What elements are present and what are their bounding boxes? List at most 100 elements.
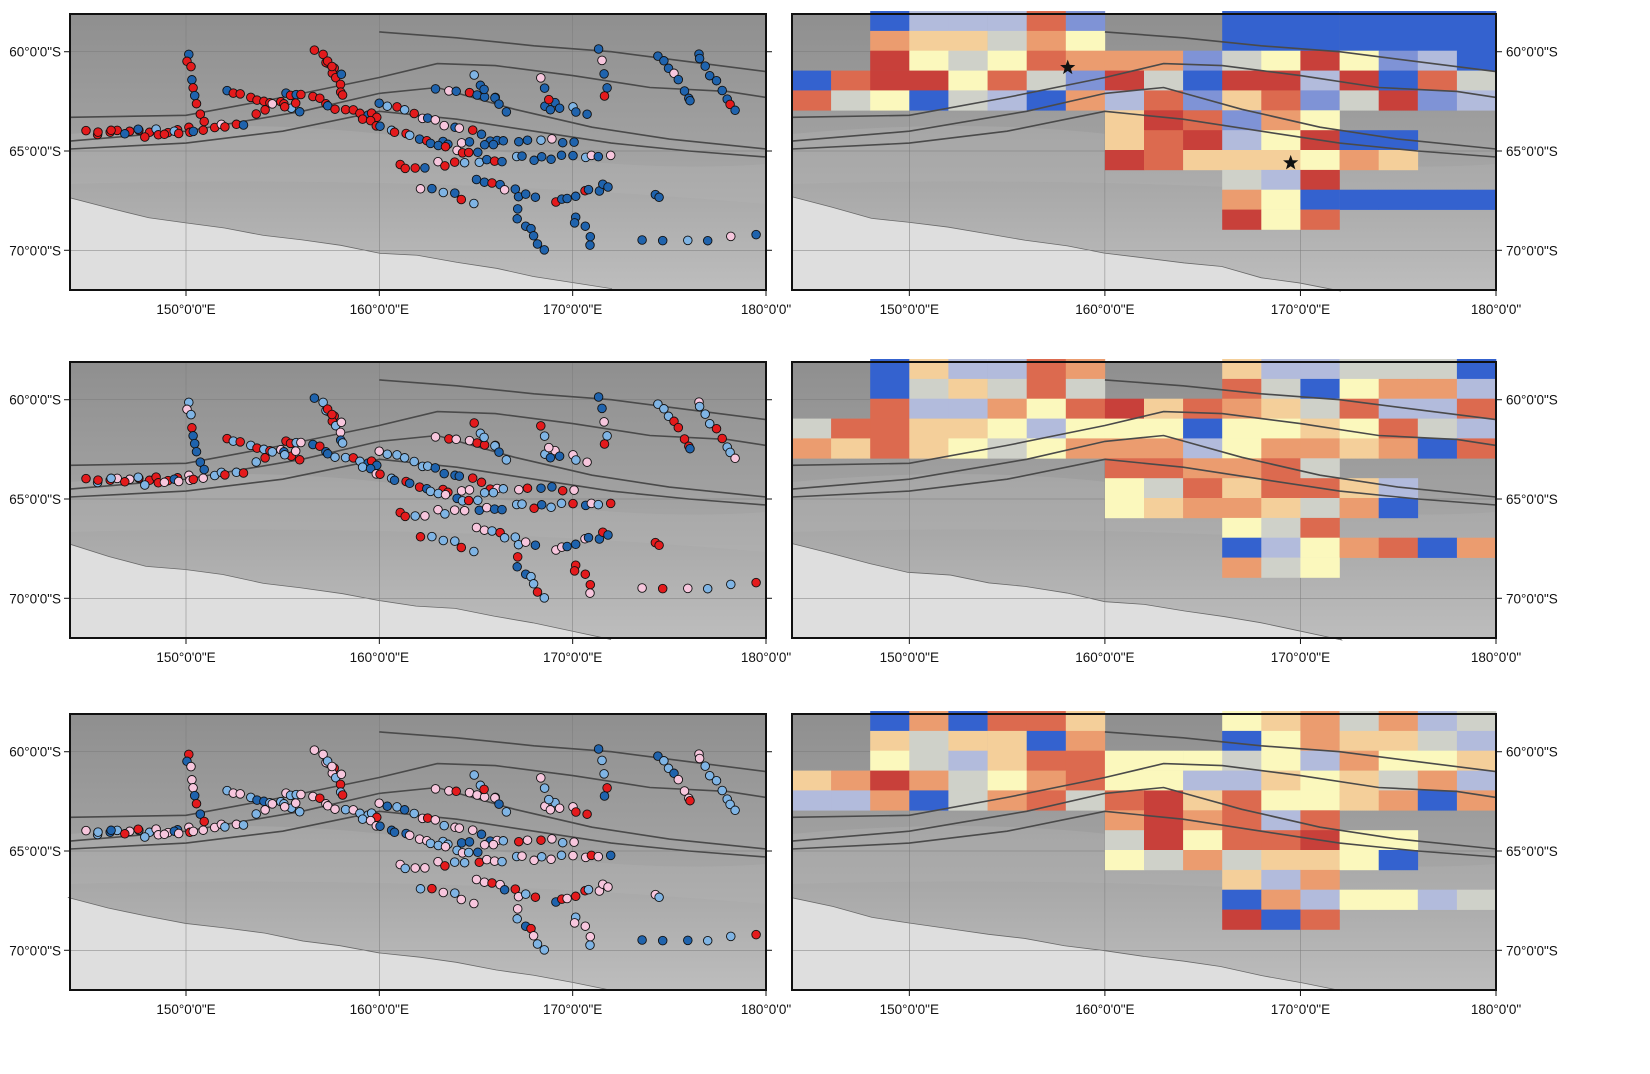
survey-point: [337, 90, 348, 100]
survey-point: [188, 126, 199, 137]
survey-point: [532, 939, 543, 949]
survey-point: [191, 446, 202, 457]
grid-cell: [1026, 711, 1067, 732]
grid-cell: [1183, 790, 1223, 811]
grid-cell: [1104, 750, 1145, 771]
lon-tick-label: 150°0'0"E: [880, 302, 939, 317]
grid-cell: [1417, 398, 1458, 419]
survey-point: [605, 498, 616, 509]
row-3-points-points: [81, 744, 761, 955]
grid-cell: [1144, 70, 1184, 91]
survey-point: [439, 468, 449, 479]
grid-cell: [1339, 889, 1379, 910]
grid-cell: [870, 438, 910, 459]
survey-point: [415, 532, 426, 542]
grid-cell: [909, 750, 949, 771]
survey-point: [599, 91, 610, 101]
grid-cell: [1026, 730, 1067, 752]
grid-cell: [1300, 359, 1340, 380]
grid-cell: [792, 438, 832, 459]
grid-cell: [1183, 750, 1223, 771]
survey-point: [517, 499, 527, 509]
survey-point: [464, 137, 475, 147]
survey-point: [568, 498, 578, 509]
survey-point: [400, 863, 410, 874]
survey-point: [427, 183, 437, 194]
grid-cell: [1222, 557, 1262, 578]
lon-tick-label: 150°0'0"E: [156, 302, 215, 317]
grid-cell: [1183, 770, 1223, 791]
grid-cell: [1261, 90, 1301, 111]
grid-cell: [1261, 830, 1301, 851]
survey-point: [487, 178, 497, 188]
survey-point: [238, 120, 249, 130]
grid-cell: [870, 730, 910, 752]
survey-point: [469, 198, 479, 209]
grid-cell: [1456, 537, 1497, 558]
survey-point: [433, 504, 443, 515]
survey-point: [191, 798, 202, 809]
grid-cell: [1339, 11, 1379, 32]
grid-cell: [1144, 458, 1184, 479]
survey-point: [467, 125, 478, 135]
grid-cell: [1261, 458, 1301, 479]
survey-point: [599, 69, 609, 79]
survey-point: [637, 235, 647, 245]
survey-point: [583, 184, 594, 195]
survey-point: [133, 472, 143, 482]
survey-point: [476, 477, 487, 488]
row-1-grid-front-line: [1104, 31, 1497, 73]
grid-cell: [1026, 770, 1067, 791]
survey-point: [501, 107, 512, 117]
survey-point: [717, 433, 727, 444]
grid-cell: [987, 11, 1027, 32]
survey-point: [536, 421, 546, 431]
grid-cell: [948, 770, 988, 791]
grid-cell: [1222, 90, 1262, 111]
survey-point: [530, 892, 541, 902]
survey-point: [512, 214, 522, 224]
survey-point: [544, 794, 554, 805]
survey-point: [159, 829, 170, 840]
survey-point: [599, 791, 610, 801]
survey-point: [93, 827, 103, 837]
survey-point: [469, 898, 479, 909]
grid-cell: [1456, 711, 1497, 732]
survey-point: [399, 805, 410, 815]
survey-point: [188, 83, 198, 93]
survey-point: [464, 837, 475, 847]
lon-tick-label: 180°0'0": [1471, 1002, 1522, 1017]
survey-point: [415, 184, 426, 194]
grid-cell: [1339, 498, 1379, 519]
survey-point: [569, 918, 580, 928]
survey-point: [514, 836, 524, 847]
grid-cell: [1417, 537, 1458, 558]
survey-point: [488, 839, 499, 850]
survey-point: [570, 191, 581, 202]
lon-tick-label: 170°0'0"E: [1271, 1002, 1330, 1017]
survey-point: [529, 503, 539, 514]
grid-cell: [1456, 189, 1497, 210]
grid-cell: [1222, 770, 1262, 791]
survey-point: [546, 854, 556, 865]
grid-cell: [1300, 850, 1340, 871]
grid-cell: [1339, 711, 1379, 732]
survey-point: [173, 476, 184, 487]
survey-point: [290, 446, 301, 456]
grid-cell: [1026, 398, 1067, 419]
survey-point: [751, 229, 761, 240]
survey-point: [593, 744, 604, 754]
survey-point: [571, 455, 581, 465]
grid-cell: [1144, 770, 1184, 791]
survey-point: [494, 799, 504, 809]
grid-cell: [1026, 790, 1067, 811]
grid-cell: [1300, 11, 1340, 32]
survey-point: [430, 463, 441, 473]
row-1-grid-front-line: [791, 110, 1497, 158]
grid-cell: [1456, 438, 1497, 459]
survey-point: [454, 471, 465, 481]
survey-point: [357, 114, 368, 124]
row-3-grid-front-line: [791, 810, 1497, 858]
grid-cell: [1261, 209, 1301, 230]
grid-cell: [909, 50, 949, 71]
